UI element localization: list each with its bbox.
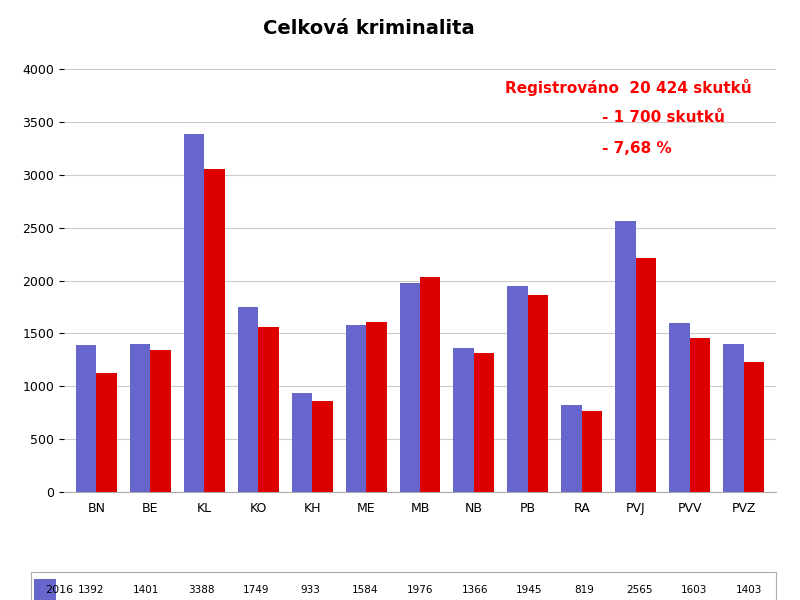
Bar <box>366 322 386 492</box>
Bar <box>76 345 96 492</box>
Text: Registrováno  20 424 skutků: Registrováno 20 424 skutků <box>506 79 752 96</box>
Bar <box>669 323 690 492</box>
Bar <box>582 412 602 492</box>
Bar <box>454 347 474 492</box>
Text: 1584: 1584 <box>352 584 378 595</box>
Text: 1603: 1603 <box>681 584 707 595</box>
Bar <box>615 221 636 492</box>
Text: - 7,68 %: - 7,68 % <box>602 141 671 156</box>
Bar <box>204 169 225 492</box>
Bar <box>96 373 117 492</box>
Bar <box>690 338 710 492</box>
Text: 1749: 1749 <box>242 584 269 595</box>
Text: 1976: 1976 <box>406 584 434 595</box>
Bar <box>258 327 278 492</box>
Bar <box>528 295 548 492</box>
Text: 2016: 2016 <box>45 584 73 595</box>
Bar <box>238 307 258 492</box>
Bar <box>636 258 656 492</box>
Text: 1945: 1945 <box>516 584 542 595</box>
Bar <box>184 134 204 492</box>
Bar <box>399 283 420 492</box>
Bar <box>744 362 764 492</box>
Text: 3388: 3388 <box>188 584 214 595</box>
Text: 2565: 2565 <box>626 584 652 595</box>
Text: 1401: 1401 <box>133 584 159 595</box>
Text: - 1 700 skutků: - 1 700 skutků <box>602 110 725 125</box>
Text: 1366: 1366 <box>462 584 488 595</box>
Bar <box>130 344 150 492</box>
Bar <box>312 401 333 492</box>
Text: Celková kriminalita: Celková kriminalita <box>263 19 475 38</box>
Bar <box>723 344 744 492</box>
Bar <box>346 325 366 492</box>
FancyBboxPatch shape <box>34 578 56 600</box>
Text: 1403: 1403 <box>735 584 762 595</box>
Bar <box>507 286 528 492</box>
Bar <box>562 406 582 492</box>
Text: 1392: 1392 <box>78 584 105 595</box>
Bar <box>474 353 494 492</box>
Bar <box>420 277 441 492</box>
Bar <box>292 394 312 492</box>
Bar <box>150 350 171 492</box>
Text: 819: 819 <box>574 584 594 595</box>
Text: 933: 933 <box>301 584 320 595</box>
